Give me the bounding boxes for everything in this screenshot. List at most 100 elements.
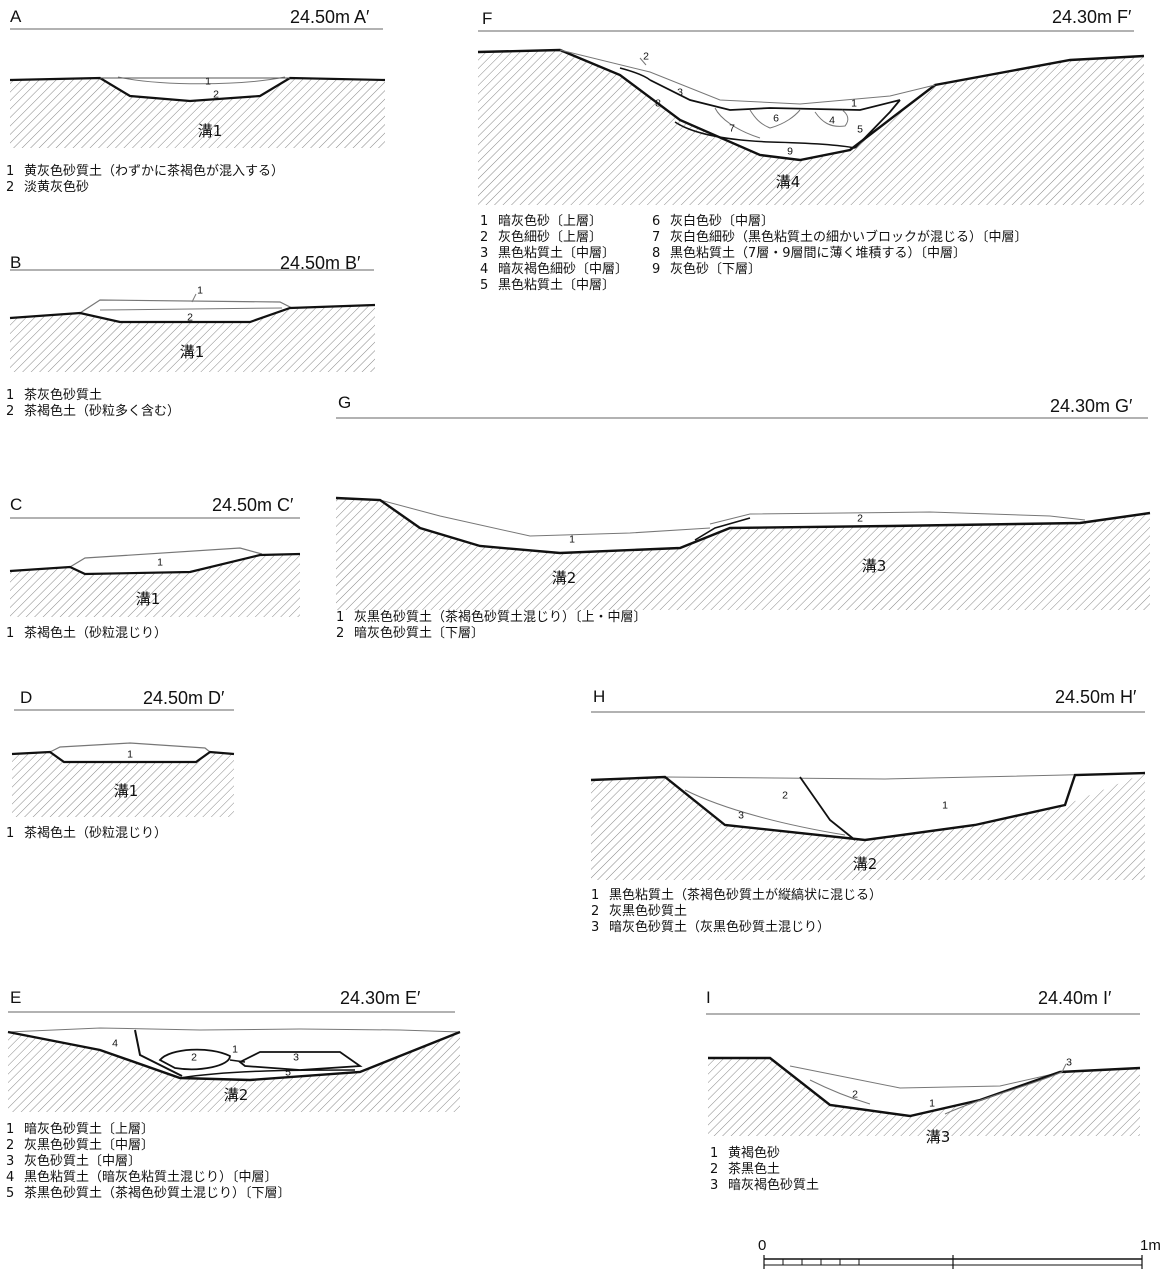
section-b: B 24.50m B′ 1 2 溝1 1 茶灰色砂質土 2 茶褐色土（砂粒多く含む） <box>0 250 400 430</box>
section-e: E 24.30m E′ 1 2 3 4 5 溝2 1 暗灰色砂質土〔上層〕 2 灰黒… <box>0 980 470 1220</box>
scale-start-label: 0 <box>758 1237 767 1254</box>
layer-label: 3 <box>677 86 683 99</box>
legend-item: 4 黒色粘質土（暗灰色粘質土混じり）〔中層〕 <box>6 1170 278 1185</box>
section-c-profile <box>9 517 301 617</box>
legend-item: 4 暗灰褐色細砂〔中層〕 <box>480 262 629 277</box>
legend-item: 1 茶褐色土（砂粒混じり） <box>6 826 168 841</box>
legend-item: 3 暗灰色砂質土（灰黒色砂質土混じり） <box>591 920 831 935</box>
legend-item: 5 黒色粘質土〔中層〕 <box>480 278 616 293</box>
section-d: D 24.50m D′ 1 溝1 1 茶褐色土（砂粒混じり） <box>0 680 260 850</box>
section-a-profile <box>9 28 386 148</box>
section-h: H 24.50m H′ 1 2 3 溝2 1 黒色粘質土（茶褐色砂質土が縦縞状に混… <box>585 680 1164 950</box>
layer-label: 3 <box>738 809 744 822</box>
legend-item: 1 黄灰色砂質土（わずかに茶褐色が混入する） <box>6 164 285 179</box>
layer-label: 1 <box>942 799 948 812</box>
feature-label: 溝3 <box>925 1128 951 1146</box>
legend-item: 2 灰黒色砂質土 <box>591 904 688 919</box>
legend-item: 1 茶褐色土（砂粒混じり） <box>6 626 168 641</box>
section-i-legend: 1 黄褐色砂 2 茶黒色土 3 暗灰褐色砂質土 <box>710 1146 819 1194</box>
section-e-profile <box>7 1011 461 1112</box>
layer-label: 1 <box>205 75 211 88</box>
section-letter: I <box>706 988 711 1007</box>
layer-label: 4 <box>829 114 835 127</box>
feature-label: 溝1 <box>135 590 161 608</box>
section-g: G 24.30m G′ 1 2 溝2 溝3 1 灰黒色砂質土（茶褐色砂質土混じり）… <box>330 388 1164 658</box>
section-a: A 24.50m A′ 1 2 溝1 1 黄灰色砂質土（わずかに茶褐色が混入する）… <box>0 0 400 210</box>
layer-label: 2 <box>187 311 193 324</box>
legend-item: 2 淡黄灰色砂 <box>6 180 90 195</box>
legend-item: 1 暗灰色砂〔上層〕 <box>480 214 603 229</box>
legend-item: 1 灰黒色砂質土（茶褐色砂質土混じり）〔上・中層〕 <box>336 610 647 625</box>
layer-label: 7 <box>729 122 735 135</box>
layer-label: 1 <box>851 97 857 110</box>
scale-bar: 0 1m <box>750 1235 1164 1271</box>
legend-item: 1 暗灰色砂質土〔上層〕 <box>6 1122 155 1137</box>
legend-item: 3 灰色砂質土〔中層〕 <box>6 1154 142 1169</box>
feature-label: 溝2 <box>852 855 878 873</box>
section-d-profile <box>11 709 235 817</box>
layer-label: 3 <box>1066 1056 1072 1069</box>
legend-item: 9 灰色砂〔下層〕 <box>652 262 762 277</box>
section-letter: E <box>10 988 22 1007</box>
section-letter: A <box>10 7 22 26</box>
layer-label: 2 <box>191 1051 197 1064</box>
feature-label: 溝1 <box>179 343 205 361</box>
scale-ruler <box>763 1255 1143 1269</box>
section-c-legend: 1 茶褐色土（砂粒混じり） <box>6 626 167 642</box>
elevation-label: 24.30m F′ <box>1052 7 1132 27</box>
feature-label: 溝4 <box>775 173 801 191</box>
legend-item: 2 灰黒色砂質土〔中層〕 <box>6 1138 155 1153</box>
section-letter: H <box>593 687 606 706</box>
section-f-profile <box>477 30 1145 205</box>
elevation-label: 24.50m C′ <box>212 495 294 515</box>
layer-label: 3 <box>293 1051 299 1064</box>
layer-label: 2 <box>857 512 863 525</box>
elevation-label: 24.30m E′ <box>340 988 421 1008</box>
layer-label: 2 <box>782 789 788 802</box>
section-f: F 24.30m F′ 1 2 3 4 5 6 7 8 9 溝4 1 暗灰色砂〔上… <box>470 0 1164 310</box>
legend-item: 5 茶黒色砂質土（茶褐色砂質土混じり）〔下層〕 <box>6 1186 291 1201</box>
legend-item: 2 暗灰色砂質土〔下層〕 <box>336 626 485 641</box>
legend-item: 2 灰色細砂〔上層〕 <box>480 230 603 245</box>
layer-label: 5 <box>857 123 863 136</box>
legend-item: 1 黒色粘質土（茶褐色砂質土が縦縞状に混じる） <box>591 888 883 903</box>
elevation-label: 24.50m H′ <box>1055 687 1137 707</box>
section-h-profile <box>590 711 1146 880</box>
layer-label: 1 <box>127 748 133 761</box>
layer-label: 8 <box>655 97 661 110</box>
feature-label: 溝1 <box>113 782 139 800</box>
section-d-legend: 1 茶褐色土（砂粒混じり） <box>6 826 167 842</box>
legend-item: 7 灰白色細砂（黒色粘質土の細かいブロックが混じる）〔中層〕 <box>652 230 1028 245</box>
elevation-label: 24.30m G′ <box>1050 396 1133 416</box>
scale-end-label: 1m <box>1140 1237 1161 1254</box>
layer-label: 1 <box>569 533 575 546</box>
layer-label: 2 <box>213 88 219 101</box>
layer-label: 1 <box>929 1097 935 1110</box>
section-h-legend: 1 黒色粘質土（茶褐色砂質土が縦縞状に混じる） 2 灰黒色砂質土 3 暗灰色砂質土（灰… <box>591 888 882 936</box>
layer-label: 1 <box>197 284 203 297</box>
feature-label: 溝2 <box>223 1086 249 1104</box>
elevation-label: 24.50m B′ <box>280 253 361 273</box>
section-letter: D <box>20 688 33 707</box>
feature-label: 溝1 <box>197 122 223 140</box>
section-i: I 24.40m I′ 1 2 3 溝3 1 黄褐色砂 2 茶黒色土 3 暗灰褐色砂質… <box>700 980 1164 1210</box>
layer-label: 5 <box>285 1066 291 1079</box>
elevation-label: 24.50m D′ <box>143 688 225 708</box>
section-a-legend: 1 黄灰色砂質土（わずかに茶褐色が混入する） 2 淡黄灰色砂 <box>6 164 284 196</box>
legend-item: 1 黄褐色砂 <box>710 1146 781 1161</box>
section-b-profile <box>9 269 376 372</box>
elevation-label: 24.40m I′ <box>1038 988 1112 1008</box>
section-f-legend: 1 暗灰色砂〔上層〕 2 灰色細砂〔上層〕 3 黒色粘質土〔中層〕 4 暗灰褐色細砂〔中… <box>480 214 1028 294</box>
layer-label: 4 <box>112 1037 118 1050</box>
section-letter: C <box>10 495 23 514</box>
legend-item: 2 茶黒色土 <box>710 1162 781 1177</box>
legend-item: 3 暗灰褐色砂質土 <box>710 1178 820 1193</box>
legend-item: 2 茶褐色土（砂粒多く含む） <box>6 404 181 419</box>
layer-label: 9 <box>787 145 793 158</box>
section-i-profile <box>706 1013 1141 1136</box>
layer-label: 6 <box>773 112 779 125</box>
section-letter: F <box>482 9 493 28</box>
section-g-legend: 1 灰黒色砂質土（茶褐色砂質土混じり）〔上・中層〕 2 暗灰色砂質土〔下層〕 <box>336 610 647 642</box>
section-letter: G <box>338 393 352 412</box>
legend-item: 6 灰白色砂〔中層〕 <box>652 214 775 229</box>
